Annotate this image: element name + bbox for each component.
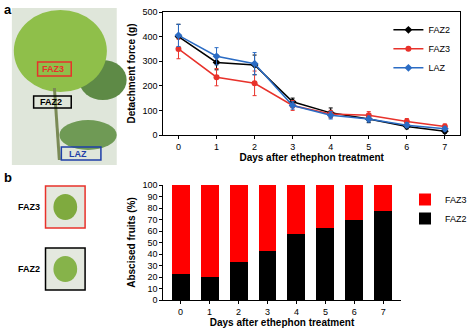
svg-text:50: 50 bbox=[147, 238, 157, 248]
svg-text:1: 1 bbox=[214, 142, 219, 152]
svg-text:7: 7 bbox=[442, 142, 447, 152]
svg-text:FAZ2: FAZ2 bbox=[18, 264, 40, 274]
svg-text:Abscised fruits (%): Abscised fruits (%) bbox=[126, 197, 137, 288]
svg-text:Days after ethephon treatment: Days after ethephon treatment bbox=[210, 317, 355, 328]
svg-text:10: 10 bbox=[147, 284, 157, 294]
svg-text:6: 6 bbox=[352, 307, 357, 317]
svg-text:FAZ3: FAZ3 bbox=[42, 64, 64, 74]
svg-text:LAZ: LAZ bbox=[69, 149, 87, 159]
svg-text:400: 400 bbox=[142, 32, 157, 42]
svg-text:0: 0 bbox=[178, 307, 183, 317]
svg-text:Days after ethephon treatment: Days after ethephon treatment bbox=[239, 152, 384, 163]
svg-text:6: 6 bbox=[404, 142, 409, 152]
svg-text:2: 2 bbox=[252, 142, 257, 152]
svg-text:20: 20 bbox=[147, 272, 157, 282]
svg-text:0: 0 bbox=[152, 295, 157, 305]
svg-text:a: a bbox=[4, 2, 12, 17]
svg-text:40: 40 bbox=[147, 249, 157, 259]
svg-text:3: 3 bbox=[290, 142, 295, 152]
svg-text:FAZ3: FAZ3 bbox=[18, 202, 40, 212]
svg-text:FAZ2: FAZ2 bbox=[40, 97, 62, 107]
svg-text:FAZ2: FAZ2 bbox=[445, 214, 467, 224]
svg-text:FAZ2: FAZ2 bbox=[428, 25, 450, 35]
svg-text:7: 7 bbox=[381, 307, 386, 317]
svg-text:0: 0 bbox=[152, 130, 157, 140]
svg-text:70: 70 bbox=[147, 215, 157, 225]
svg-text:300: 300 bbox=[142, 56, 157, 66]
svg-text:100: 100 bbox=[142, 180, 157, 190]
svg-text:4: 4 bbox=[328, 142, 333, 152]
svg-text:5: 5 bbox=[366, 142, 371, 152]
svg-text:60: 60 bbox=[147, 226, 157, 236]
svg-text:2: 2 bbox=[236, 307, 241, 317]
svg-text:Detachment force (g): Detachment force (g) bbox=[126, 23, 137, 123]
svg-text:80: 80 bbox=[147, 203, 157, 213]
svg-text:4: 4 bbox=[294, 307, 299, 317]
svg-text:b: b bbox=[4, 170, 12, 185]
svg-text:1: 1 bbox=[207, 307, 212, 317]
svg-text:30: 30 bbox=[147, 261, 157, 271]
svg-text:500: 500 bbox=[142, 7, 157, 17]
svg-text:100: 100 bbox=[142, 106, 157, 116]
svg-text:90: 90 bbox=[147, 192, 157, 202]
svg-text:200: 200 bbox=[142, 81, 157, 91]
svg-text:3: 3 bbox=[265, 307, 270, 317]
svg-text:5: 5 bbox=[323, 307, 328, 317]
svg-text:FAZ3: FAZ3 bbox=[445, 195, 467, 205]
svg-text:0: 0 bbox=[176, 142, 181, 152]
svg-text:FAZ3: FAZ3 bbox=[428, 44, 450, 54]
svg-text:LAZ: LAZ bbox=[428, 63, 445, 73]
